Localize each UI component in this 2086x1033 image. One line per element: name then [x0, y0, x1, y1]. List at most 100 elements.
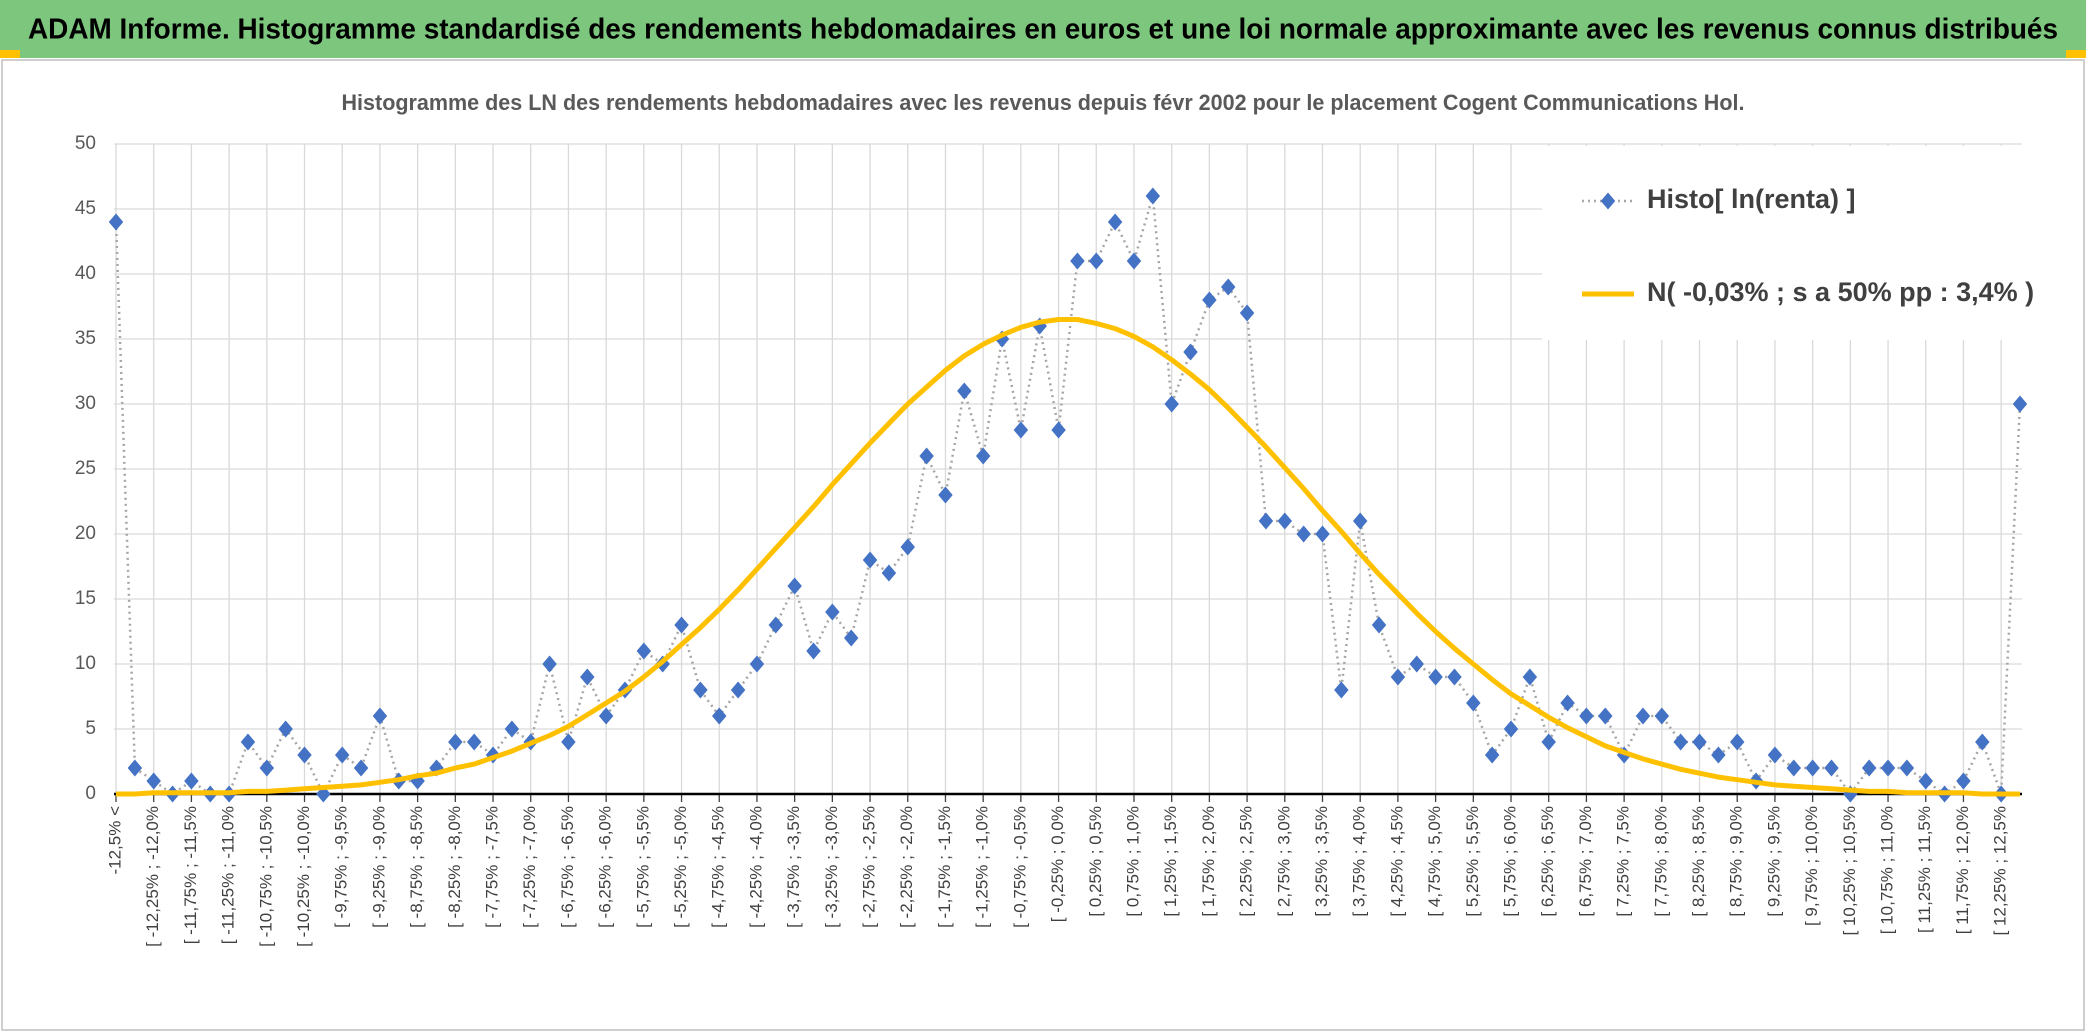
data-point	[749, 655, 765, 673]
x-tick-label: [ -1,25% ; -1,0%	[973, 806, 992, 928]
y-tick-label: 15	[75, 588, 96, 609]
data-point	[1466, 694, 1481, 712]
x-tick-label: [ -10,25% ; -10,0%	[294, 806, 313, 947]
data-point	[1635, 707, 1651, 725]
data-point	[1711, 746, 1726, 764]
data-point	[1352, 512, 1368, 530]
data-point	[1598, 707, 1613, 725]
x-tick-label: [ -7,25% ; -7,0%	[520, 806, 539, 928]
data-point	[1899, 759, 1915, 777]
x-tick-label: [ 1,25% ; 1,5%	[1161, 806, 1180, 917]
data-point	[1730, 733, 1745, 751]
data-point	[353, 759, 369, 777]
data-point	[693, 681, 708, 699]
x-tick-label: [ -5,75% ; -5,5%	[633, 806, 652, 928]
x-tick-label: [ 11,25% ; 11,5%	[1915, 806, 1934, 933]
x-tick-label: [ 2,75% ; 3,0%	[1274, 806, 1293, 917]
data-point	[598, 707, 614, 725]
x-tick-label: [ 8,25% ; 8,5%	[1689, 806, 1708, 917]
x-tick-label: [ -3,75% ; -3,5%	[784, 806, 803, 928]
data-point	[919, 447, 934, 465]
data-point	[1258, 512, 1274, 530]
data-point	[1824, 759, 1839, 777]
data-point	[1107, 213, 1123, 231]
data-point	[1164, 395, 1179, 413]
legend-marker	[1600, 192, 1616, 210]
data-point	[730, 681, 746, 699]
x-tick-label: [ 9,75% ; 10,0%	[1802, 806, 1821, 926]
series-line	[116, 317, 2020, 797]
data-point	[1805, 759, 1820, 777]
x-tick-label: [ 4,25% ; 4,5%	[1387, 806, 1406, 917]
data-point	[1390, 668, 1406, 686]
data-point	[334, 746, 350, 764]
x-tick-label: -12,5% <	[105, 806, 124, 875]
data-point	[957, 382, 972, 400]
data-point	[1447, 668, 1462, 686]
data-point	[504, 720, 520, 738]
data-point	[1861, 759, 1877, 777]
data-point	[297, 746, 312, 764]
x-tick-label: [ -2,25% ; -2,0%	[897, 806, 916, 928]
data-point	[900, 538, 915, 556]
data-point	[1202, 291, 1217, 309]
x-tick-label: [ -6,75% ; -6,5%	[558, 806, 577, 928]
x-tick-label: [ 5,75% ; 6,0%	[1500, 806, 1519, 917]
y-tick-label: 40	[75, 263, 96, 284]
accent	[2066, 50, 2086, 58]
data-point	[1692, 733, 1707, 751]
data-point	[1880, 759, 1896, 777]
data-point	[1428, 668, 1443, 686]
x-tick-label: [ 3,25% ; 3,5%	[1312, 806, 1331, 917]
data-point	[542, 655, 557, 673]
x-tick-label: [ 4,75% ; 5,0%	[1425, 806, 1444, 917]
data-point	[1843, 785, 1858, 803]
data-point	[561, 733, 576, 751]
x-tick-label: [ -0,25% ; 0,0%	[1048, 806, 1067, 922]
x-tick-label: [ 2,25% ; 2,5%	[1237, 806, 1256, 917]
data-point	[787, 577, 802, 595]
data-point	[1673, 733, 1688, 751]
data-point	[184, 772, 199, 790]
x-tick-label: [ -8,75% ; -8,5%	[407, 806, 426, 928]
data-point	[975, 447, 991, 465]
x-tick-label: [ 7,25% ; 7,5%	[1614, 806, 1633, 917]
y-tick-label: 25	[75, 458, 96, 479]
data-point	[2012, 395, 2028, 413]
x-tick-label: [ 10,75% ; 11,0%	[1878, 806, 1897, 934]
data-point	[1767, 746, 1783, 764]
x-tick-label: [ -8,25% ; -8,0%	[445, 806, 464, 928]
y-tick-label: 35	[75, 328, 96, 349]
x-tick-label: [ -5,25% ; -5,0%	[671, 806, 690, 928]
x-tick-label: [ -3,25% ; -3,0%	[822, 806, 841, 928]
data-point	[1334, 681, 1349, 699]
legend: Histo[ ln(renta) ] N( -0,03% ; s a 50% pp…	[1542, 146, 2034, 340]
x-tick-label: [ -7,75% ; -7,5%	[483, 806, 502, 928]
data-point	[466, 733, 482, 751]
x-tick-label: [ 11,75% ; 12,0%	[1953, 806, 1972, 934]
legend-label: Histo[ ln(renta) ]	[1647, 184, 1856, 214]
data-point	[862, 551, 878, 569]
accent	[0, 50, 20, 58]
x-tick-label: [ -11,25% ; -11,0%	[219, 806, 238, 944]
x-tick-label: [ -2,75% ; -2,5%	[860, 806, 879, 928]
x-tick-label: [ 10,25% ; 10,5%	[1840, 806, 1859, 935]
x-tick-label: [ 6,25% ; 6,5%	[1538, 806, 1557, 917]
title-bar	[0, 0, 2086, 58]
legend-label: N( -0,03% ; s a 50% pp : 3,4% )	[1647, 277, 2034, 307]
data-point	[372, 707, 388, 725]
data-point	[1541, 733, 1556, 751]
x-tick-label: [ 8,75% ; 9,0%	[1727, 806, 1746, 917]
x-tick-label: [ -9,25% ; -9,0%	[369, 806, 388, 928]
data-point	[108, 213, 124, 231]
x-tick-label: [ -4,75% ; -4,5%	[709, 806, 728, 928]
data-point	[240, 733, 256, 751]
y-tick-label: 10	[75, 653, 96, 674]
data-point	[1975, 733, 1990, 751]
data-point	[1560, 694, 1575, 712]
x-tick-label: [ 7,75% ; 8,0%	[1651, 806, 1670, 917]
data-point	[1956, 772, 1971, 790]
data-point	[1315, 525, 1330, 543]
